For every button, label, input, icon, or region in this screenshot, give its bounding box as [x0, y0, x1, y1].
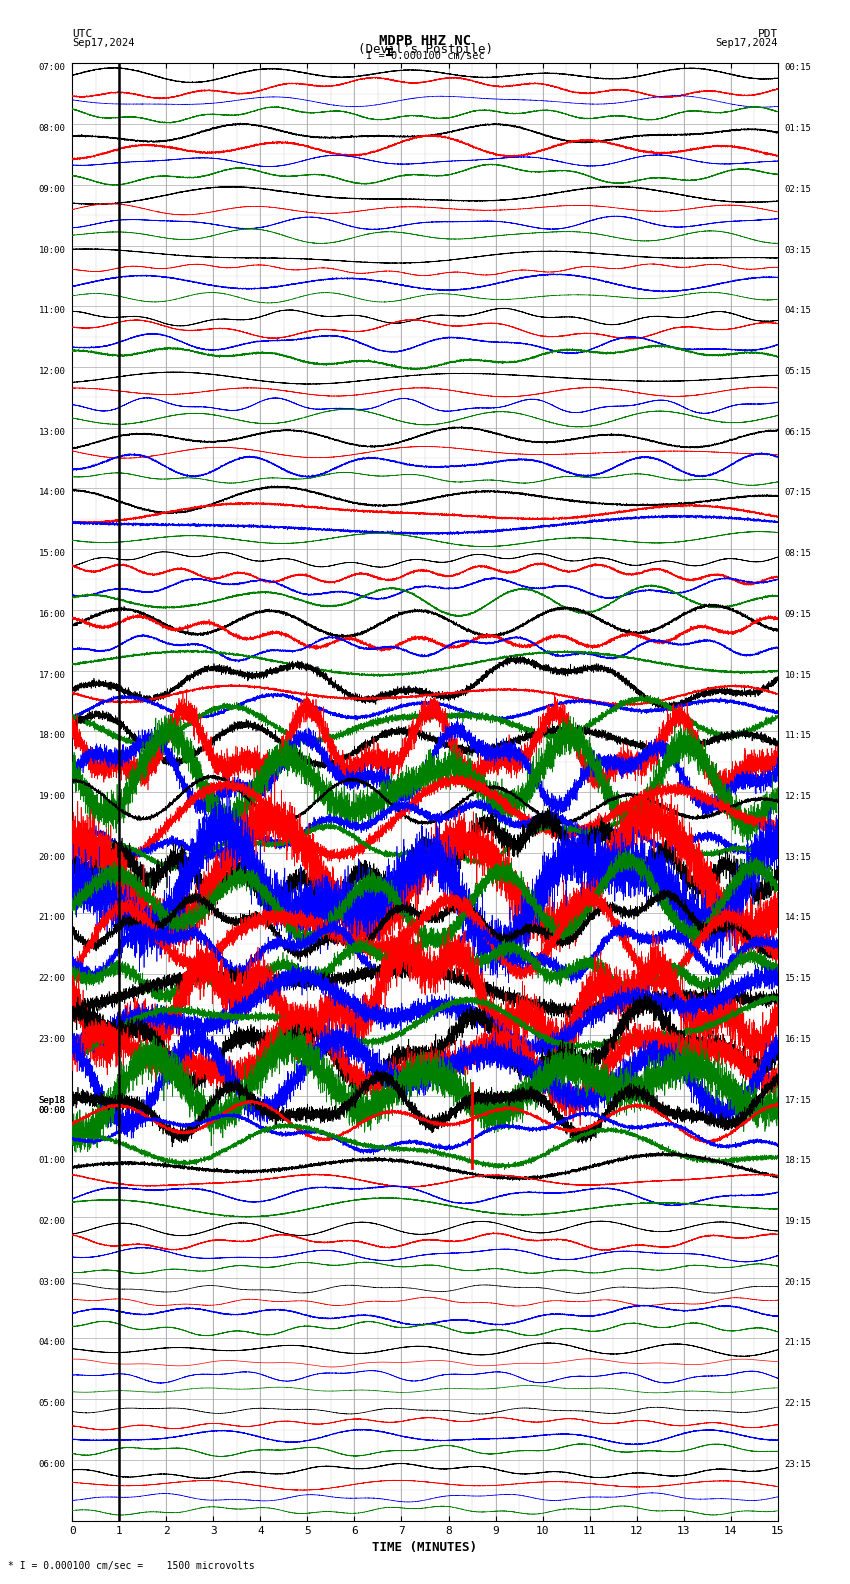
Text: 02:00: 02:00 [38, 1217, 65, 1226]
Text: 15:15: 15:15 [785, 974, 812, 984]
Text: 11:00: 11:00 [38, 306, 65, 315]
Text: 19:15: 19:15 [785, 1217, 812, 1226]
Text: * I = 0.000100 cm/sec =    1500 microvolts: * I = 0.000100 cm/sec = 1500 microvolts [8, 1562, 255, 1571]
Text: Sep17,2024: Sep17,2024 [715, 38, 778, 48]
Text: 23:00: 23:00 [38, 1034, 65, 1044]
Text: 14:00: 14:00 [38, 488, 65, 497]
Text: 22:15: 22:15 [785, 1399, 812, 1408]
Text: 05:00: 05:00 [38, 1399, 65, 1408]
Text: I = 0.000100 cm/sec: I = 0.000100 cm/sec [366, 51, 484, 60]
Text: 18:00: 18:00 [38, 732, 65, 740]
Text: 14:15: 14:15 [785, 914, 812, 922]
Text: 03:15: 03:15 [785, 246, 812, 255]
Text: 11:15: 11:15 [785, 732, 812, 740]
Text: 07:00: 07:00 [38, 63, 65, 73]
Text: 05:15: 05:15 [785, 367, 812, 375]
Text: 06:00: 06:00 [38, 1460, 65, 1468]
Text: 23:15: 23:15 [785, 1460, 812, 1468]
Text: 02:15: 02:15 [785, 185, 812, 193]
Text: 21:15: 21:15 [785, 1338, 812, 1348]
Text: 13:15: 13:15 [785, 852, 812, 862]
Text: 12:00: 12:00 [38, 367, 65, 375]
Text: Sep18
00:00: Sep18 00:00 [38, 1096, 65, 1115]
Text: 09:00: 09:00 [38, 185, 65, 193]
Text: 00:15: 00:15 [785, 63, 812, 73]
X-axis label: TIME (MINUTES): TIME (MINUTES) [372, 1541, 478, 1554]
Text: 08:15: 08:15 [785, 550, 812, 558]
Text: 08:00: 08:00 [38, 124, 65, 133]
Text: 21:00: 21:00 [38, 914, 65, 922]
Text: 03:00: 03:00 [38, 1278, 65, 1286]
Text: 17:15: 17:15 [785, 1096, 812, 1104]
Text: 10:00: 10:00 [38, 246, 65, 255]
Text: 19:00: 19:00 [38, 792, 65, 802]
Text: 01:00: 01:00 [38, 1156, 65, 1166]
Text: 22:00: 22:00 [38, 974, 65, 984]
Text: 04:00: 04:00 [38, 1338, 65, 1348]
Text: 20:15: 20:15 [785, 1278, 812, 1286]
Text: MDPB HHZ NC: MDPB HHZ NC [379, 33, 471, 48]
Text: 20:00: 20:00 [38, 852, 65, 862]
Text: Sep17,2024: Sep17,2024 [72, 38, 135, 48]
Text: 15:00: 15:00 [38, 550, 65, 558]
Text: 07:15: 07:15 [785, 488, 812, 497]
Text: UTC: UTC [72, 29, 93, 38]
Text: 01:15: 01:15 [785, 124, 812, 133]
Text: 13:00: 13:00 [38, 428, 65, 437]
Text: PDT: PDT [757, 29, 778, 38]
Text: 10:15: 10:15 [785, 670, 812, 680]
Text: 12:15: 12:15 [785, 792, 812, 802]
Text: 06:15: 06:15 [785, 428, 812, 437]
Text: 16:15: 16:15 [785, 1034, 812, 1044]
Text: Sep18
00:00: Sep18 00:00 [38, 1096, 65, 1115]
Text: 18:15: 18:15 [785, 1156, 812, 1166]
Text: 17:00: 17:00 [38, 670, 65, 680]
Text: 04:15: 04:15 [785, 306, 812, 315]
Text: (Devil's Postpile): (Devil's Postpile) [358, 43, 492, 55]
Text: 09:15: 09:15 [785, 610, 812, 619]
Text: 16:00: 16:00 [38, 610, 65, 619]
